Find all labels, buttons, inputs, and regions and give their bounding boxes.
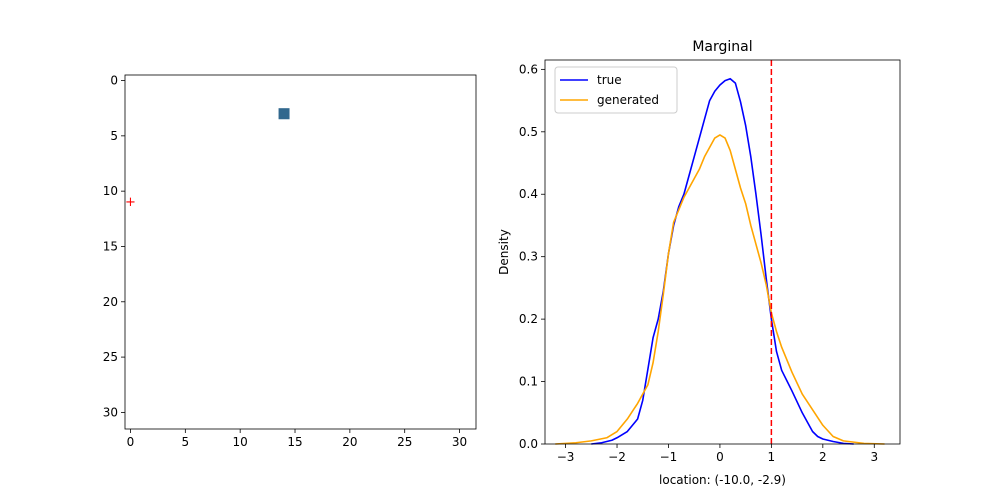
grid-y-tick-label: 30 <box>103 405 118 419</box>
marginal-x-tick-label: 0 <box>716 450 724 464</box>
grid-x-tick-label: 25 <box>397 435 412 449</box>
marginal-density-panel: Marginal −3 −2 −1 0 1 2 3 0.00.10.20.30.40.50.… <box>497 39 901 487</box>
marginal-title: Marginal <box>692 39 752 55</box>
marginal-x-ticks: −3 −2 −1 0 1 2 3 <box>557 444 878 464</box>
grid-x-ticks: 0 5 10 15 20 25 30 <box>127 429 467 449</box>
marginal-x-tick-label: 3 <box>870 450 878 464</box>
marginal-x-tick-label: −3 <box>557 450 575 464</box>
marginal-y-tick-label: 0.1 <box>519 375 538 389</box>
grid-x-tick-label: 20 <box>342 435 357 449</box>
marginal-y-axis-label: Density <box>497 229 511 275</box>
marginal-x-tick-label: −1 <box>660 450 678 464</box>
legend-label-generated: generated <box>597 93 659 107</box>
density-line-generated <box>555 134 885 445</box>
grid-image-panel: + 0 5 10 15 20 25 30 0 5 10 15 20 25 30 <box>103 74 477 449</box>
grid-markers: + <box>125 195 136 210</box>
grid-y-ticks: 0 5 10 15 20 25 30 <box>103 74 125 419</box>
grid-y-tick-label: 15 <box>103 239 118 253</box>
marginal-y-tick-label: 0.6 <box>519 62 538 76</box>
grid-x-tick-label: 30 <box>452 435 467 449</box>
grid-cells <box>278 108 290 120</box>
marginal-x-tick-label: 2 <box>819 450 827 464</box>
grid-x-tick-label: 5 <box>182 435 190 449</box>
marginal-x-tick-label: 1 <box>768 450 776 464</box>
grid-marker-plus: + <box>125 195 136 210</box>
grid-y-tick-label: 25 <box>103 350 118 364</box>
legend: true generated <box>554 66 678 114</box>
grid-y-tick-label: 10 <box>103 184 118 198</box>
marginal-plot-frame <box>544 59 901 445</box>
marginal-y-tick-label: 0.3 <box>519 250 538 264</box>
legend-box <box>554 66 678 114</box>
grid-y-tick-label: 20 <box>103 295 118 309</box>
grid-x-tick-label: 0 <box>127 435 135 449</box>
grid-image-frame <box>124 74 477 430</box>
density-line-true <box>591 77 854 445</box>
marginal-y-tick-label: 0.0 <box>519 437 538 451</box>
grid-y-tick-label: 5 <box>110 129 118 143</box>
grid-cell-filled <box>278 108 290 120</box>
grid-y-tick-label: 0 <box>110 74 118 88</box>
marginal-y-ticks: 0.0 0.1 0.2 0.3 0.4 0.5 0.6 <box>519 62 545 451</box>
marginal-y-tick-label: 0.2 <box>519 312 538 326</box>
marginal-x-axis-label: location: (-10.0, -2.9) <box>659 473 786 487</box>
legend-label-true: true <box>597 73 622 87</box>
grid-x-tick-label: 15 <box>287 435 302 449</box>
marginal-y-tick-label: 0.4 <box>519 187 538 201</box>
marginal-y-tick-label: 0.5 <box>519 125 538 139</box>
grid-x-tick-label: 10 <box>233 435 248 449</box>
marginal-x-tick-label: −2 <box>608 450 626 464</box>
density-series <box>555 77 885 445</box>
